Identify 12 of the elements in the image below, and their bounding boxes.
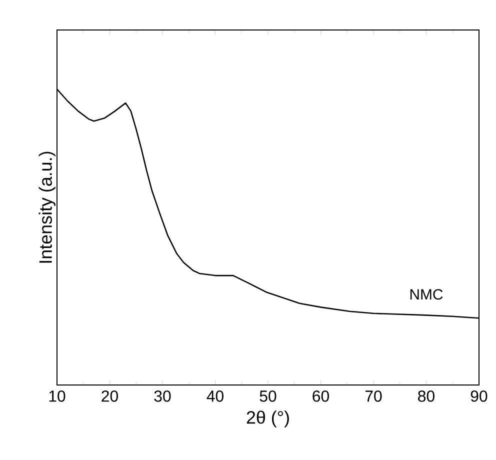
x-tick-label: 40 <box>206 390 224 402</box>
x-tick-label: 30 <box>154 390 171 402</box>
x-axis-title: 2θ (°) <box>246 410 289 428</box>
x-tick-label: 80 <box>418 390 434 402</box>
x-tick-label: 70 <box>365 390 382 402</box>
x-tick-label: 90 <box>470 390 488 402</box>
y-axis-title: Intensity (a.u.) <box>38 152 56 263</box>
x-tick-label: 60 <box>312 390 329 402</box>
x-tick-label: 20 <box>102 390 118 402</box>
series-label: NMC <box>410 289 443 300</box>
x-tick-label: 10 <box>49 390 66 402</box>
x-tick-label: 50 <box>260 390 276 402</box>
